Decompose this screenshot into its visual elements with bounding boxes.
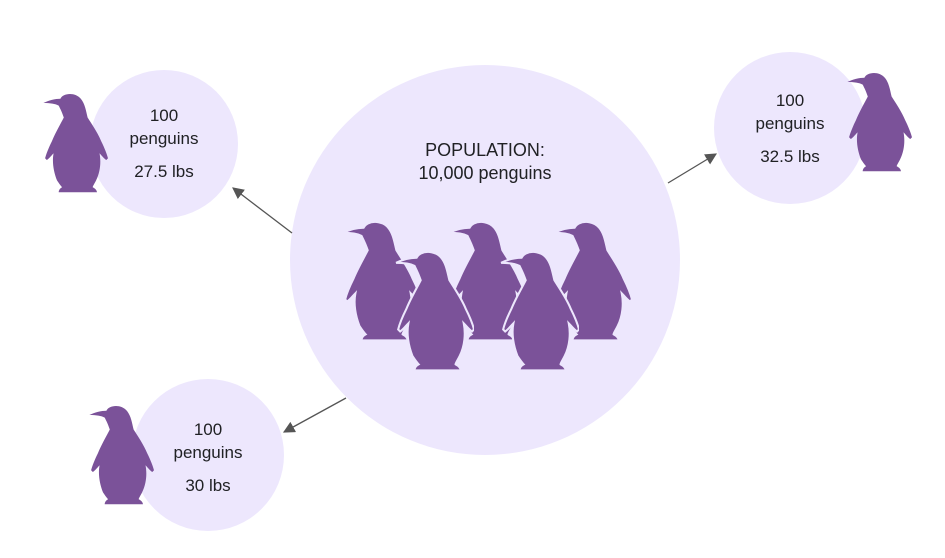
sample-label-2: 100 penguins 32.5 lbs	[730, 89, 850, 168]
sample-label-3: 100 penguins 30 lbs	[148, 418, 268, 497]
sample-unit: penguins	[129, 129, 199, 148]
arrow-to-sample-3	[282, 397, 347, 433]
sample-weight: 30 lbs	[185, 476, 231, 495]
sample-count: 100	[775, 91, 805, 110]
population-count: 10,000 penguins	[418, 163, 552, 183]
sample-label-1: 100 penguins 27.5 lbs	[104, 104, 224, 183]
sample-weight: 32.5 lbs	[760, 147, 820, 166]
sample-count: 100	[193, 420, 223, 439]
population-label: POPULATION: 10,000 penguins	[385, 139, 585, 185]
population-heading: POPULATION:	[425, 140, 545, 160]
sample-circle-1	[90, 70, 238, 218]
sample-circle-3	[132, 379, 284, 531]
sample-weight: 27.5 lbs	[134, 162, 194, 181]
sample-unit: penguins	[173, 443, 243, 462]
arrow-to-sample-1	[232, 187, 293, 234]
sample-unit: penguins	[755, 114, 825, 133]
arrow-to-sample-2	[667, 153, 718, 184]
sample-count: 100	[149, 106, 179, 125]
sample-circle-2	[714, 52, 866, 204]
